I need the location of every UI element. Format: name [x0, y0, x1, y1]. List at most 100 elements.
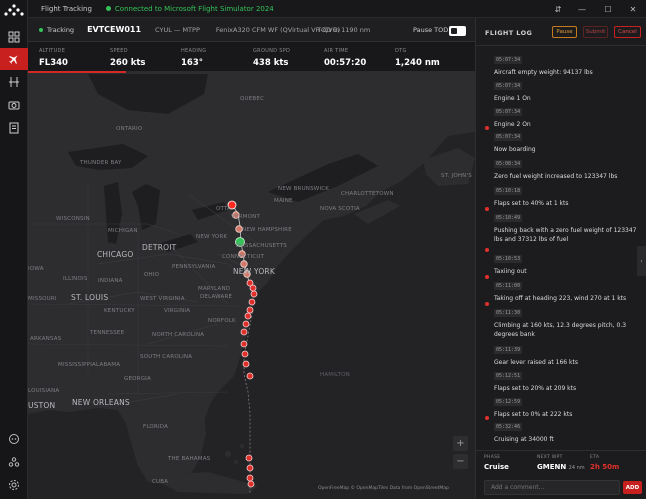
- add-comment-button[interactable]: ADD: [623, 481, 642, 494]
- log-entry-text: Flaps set to 20% at 209 kts: [494, 385, 577, 392]
- route-point[interactable]: [246, 464, 254, 472]
- log-entry: 05:32:46 Cruising at 34000 ft: [485, 413, 644, 444]
- map-label: DELAWARE: [200, 294, 233, 300]
- map-label: WISCONSIN: [56, 216, 90, 222]
- map-label: NEW BRUNSWICK: [278, 186, 330, 192]
- aircraft: FenixA320 CFM WF (QVirtual VH-QVG): [215, 25, 341, 34]
- collapse-panel-handle[interactable]: ‹: [637, 246, 646, 276]
- cancel-button[interactable]: Cancel: [614, 26, 641, 38]
- route-point[interactable]: [242, 320, 250, 328]
- route-point[interactable]: [243, 270, 251, 278]
- stat-altitude: ALTITUDE FL340: [39, 48, 68, 68]
- map-label: MISSISSIPPI: [58, 362, 93, 368]
- log-entry-time: 05:07:34: [494, 108, 523, 116]
- map-label: CONNECTICUT: [222, 254, 265, 260]
- route-point[interactable]: [240, 260, 248, 268]
- route-point[interactable]: [227, 200, 237, 210]
- route-point[interactable]: [246, 279, 254, 287]
- map-label: GEORGIA: [124, 376, 151, 382]
- next-waypoint-info: NEXT WPT GMENN 24 nm: [537, 455, 585, 471]
- submit-button[interactable]: Submit: [583, 26, 608, 38]
- log-entry: 05:07:34 Engine 1 On: [494, 72, 644, 103]
- log-entry-time: 05:10:49: [494, 214, 523, 222]
- stat-heading: HEADING 163°: [181, 48, 207, 68]
- pause-tod-toggle[interactable]: [449, 26, 466, 36]
- map-city: ST. LOUIS: [71, 293, 109, 302]
- log-entry-time: 05:12:59: [494, 398, 523, 406]
- route-point[interactable]: [232, 211, 240, 219]
- maximize-button[interactable]: ☐: [604, 4, 612, 14]
- nav-discord[interactable]: [0, 428, 28, 450]
- log-entry-marker: [485, 248, 489, 252]
- nav-logbook[interactable]: [0, 117, 28, 139]
- pin-window-button[interactable]: ⇵: [554, 4, 562, 14]
- map-label: NORFOLK: [208, 318, 236, 324]
- nav-camera[interactable]: [0, 94, 28, 116]
- phase-summary: PHASE Cruise NEXT WPT GMENN 24 nm ETA 2h…: [476, 450, 646, 476]
- discord-icon: [9, 434, 19, 444]
- route-point[interactable]: [241, 350, 249, 358]
- map-label: NORTH CAROLINA: [152, 332, 205, 338]
- route-point[interactable]: [246, 372, 254, 380]
- log-entry: 05:10:49 Pushing back with a zero fuel we…: [485, 204, 644, 244]
- log-entry: 05:10:18 Flaps set to 40% at 1 kts: [494, 177, 644, 208]
- route-point[interactable]: [245, 454, 253, 462]
- eta-info: ETA 2h 50m: [590, 455, 620, 471]
- log-entry-time: 05:07:34: [494, 56, 523, 64]
- close-window-button[interactable]: ✕: [629, 4, 637, 14]
- zoom-in-button[interactable]: +: [453, 436, 468, 451]
- route-point[interactable]: [244, 312, 252, 320]
- route-point[interactable]: [235, 225, 243, 233]
- route-point[interactable]: [238, 250, 246, 258]
- flight-log-header: FLIGHT LOG Pause Submit Cancel: [476, 18, 646, 46]
- nav-routes[interactable]: [0, 71, 28, 93]
- nav-flight[interactable]: [0, 48, 28, 70]
- route-point[interactable]: [246, 474, 254, 482]
- nav-settings[interactable]: [0, 474, 28, 496]
- nav-dashboard[interactable]: [0, 26, 28, 48]
- tracking-status: Tracking: [47, 25, 75, 34]
- log-entry-marker: [485, 275, 489, 279]
- route-point[interactable]: [242, 360, 250, 368]
- current-position-marker[interactable]: [235, 237, 245, 247]
- log-entry: 05:10:53 Taxiing out: [485, 245, 644, 276]
- map-city: NEW YORK: [233, 267, 275, 276]
- app-title: Flight Tracking: [41, 4, 92, 13]
- stats-bar: ALTITUDE FL340 SPEED 260 kts HEADING 163° G…: [28, 42, 475, 74]
- route-point[interactable]: [240, 340, 248, 348]
- zoom-out-button[interactable]: −: [453, 454, 468, 469]
- minimize-button[interactable]: —: [578, 4, 586, 14]
- route-point[interactable]: [247, 480, 255, 488]
- log-entry: 05:08:34 Zero fuel weight increased to 12…: [494, 150, 644, 181]
- route-point[interactable]: [246, 306, 254, 314]
- map-label: SOUTH CAROLINA: [140, 354, 193, 360]
- map-label: ST. JOHN'S: [441, 173, 472, 179]
- map-attribution: OpenFreeMap © OpenMapTiles Data from Ope…: [318, 486, 449, 491]
- map-label: CUBA: [152, 479, 169, 485]
- map-label: THUNDER BAY: [80, 160, 122, 166]
- route: CYUL — MTPP: [155, 25, 200, 34]
- stat-dtg: DTG 1,240 nm: [395, 48, 440, 68]
- map-label: OTTA: [216, 206, 232, 212]
- connection-status-dot: [105, 6, 111, 11]
- route-point[interactable]: [240, 328, 248, 336]
- route-point[interactable]: [249, 284, 257, 292]
- route-points: [227, 200, 258, 488]
- map-land: [28, 74, 475, 494]
- map-view[interactable]: QUEBEC ONTARIO THUNDER BAY WISCONSIN MIC…: [28, 74, 475, 499]
- route-point[interactable]: [248, 298, 256, 306]
- log-entry: 05:07:34 Now boarding: [485, 123, 644, 154]
- map-label: ARKANSAS: [30, 336, 62, 342]
- map-label: ALABAMA: [92, 362, 121, 368]
- map-label: OHIO: [144, 272, 160, 278]
- log-entry-time: 05:11:00: [494, 282, 523, 290]
- log-entry-time: 05:10:53: [494, 255, 523, 263]
- stat-air-time: AIR TIME 00:57:20: [324, 48, 367, 68]
- route-point[interactable]: [250, 290, 258, 298]
- comment-input[interactable]: [484, 480, 620, 495]
- log-entry-text: Cruising at 34000 ft: [494, 436, 554, 443]
- nav-community[interactable]: [0, 451, 28, 473]
- settings-icon: [9, 480, 19, 490]
- pause-button[interactable]: Pause: [552, 26, 577, 38]
- flight-log-entries[interactable]: 05:07:34 Aircraft empty weight: 94137 lbs…: [476, 46, 646, 464]
